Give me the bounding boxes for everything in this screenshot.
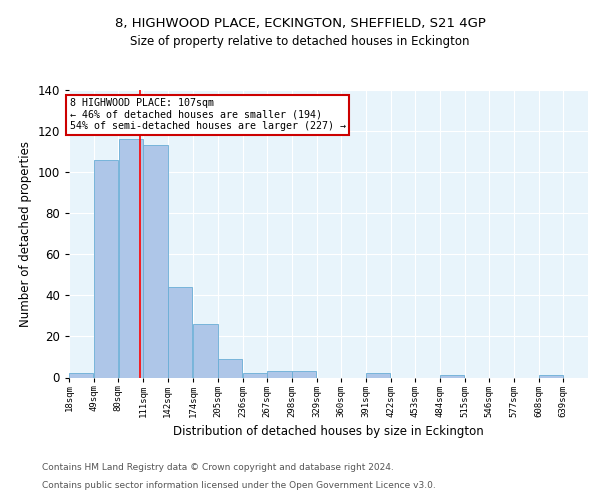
Text: 8 HIGHWOOD PLACE: 107sqm
← 46% of detached houses are smaller (194)
54% of semi-: 8 HIGHWOOD PLACE: 107sqm ← 46% of detach… bbox=[70, 98, 346, 132]
Bar bbox=[119, 140, 143, 378]
Bar bbox=[268, 372, 292, 378]
Text: Contains public sector information licensed under the Open Government Licence v3: Contains public sector information licen… bbox=[42, 481, 436, 490]
Bar bbox=[218, 359, 242, 378]
Text: Size of property relative to detached houses in Eckington: Size of property relative to detached ho… bbox=[130, 35, 470, 48]
Bar bbox=[292, 372, 316, 378]
Bar bbox=[69, 374, 94, 378]
Bar bbox=[168, 287, 192, 378]
Bar bbox=[143, 146, 167, 378]
Bar bbox=[193, 324, 218, 378]
Bar bbox=[539, 376, 563, 378]
Bar bbox=[94, 160, 118, 378]
Text: Contains HM Land Registry data © Crown copyright and database right 2024.: Contains HM Land Registry data © Crown c… bbox=[42, 464, 394, 472]
Y-axis label: Number of detached properties: Number of detached properties bbox=[19, 141, 32, 327]
Bar bbox=[366, 374, 391, 378]
Bar bbox=[243, 374, 267, 378]
X-axis label: Distribution of detached houses by size in Eckington: Distribution of detached houses by size … bbox=[173, 425, 484, 438]
Text: 8, HIGHWOOD PLACE, ECKINGTON, SHEFFIELD, S21 4GP: 8, HIGHWOOD PLACE, ECKINGTON, SHEFFIELD,… bbox=[115, 18, 485, 30]
Bar bbox=[440, 376, 464, 378]
